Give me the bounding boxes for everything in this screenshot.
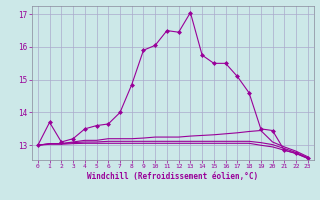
X-axis label: Windchill (Refroidissement éolien,°C): Windchill (Refroidissement éolien,°C) bbox=[87, 172, 258, 181]
